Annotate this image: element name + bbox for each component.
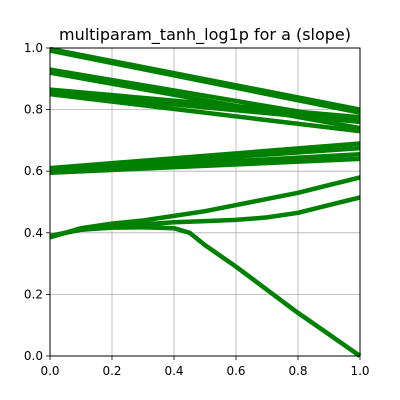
plot-frame [49,47,361,357]
x-tick-label: 0.2 [102,364,121,378]
x-tick-label: 0.0 [40,364,59,378]
series-line-9 [49,145,361,172]
series-line-6 [49,90,361,125]
series-line-14 [49,225,362,358]
series-line-12 [49,175,361,240]
chart-title: multiparam_tanh_log1p for a (slope) [59,25,351,45]
series-line-7 [49,91,361,134]
series-group [49,46,362,358]
series-line-5 [49,87,361,120]
y-tick-label: 0.6 [24,164,43,178]
x-tick-label: 1.0 [350,364,369,378]
y-tick-label: 1.0 [24,41,43,55]
x-tick-label: 0.6 [226,364,245,378]
x-tick-label: 0.4 [164,364,183,378]
series-line-11 [49,156,361,175]
x-tick-label: 0.8 [288,364,307,378]
y-tick-label: 0.4 [24,226,43,240]
ticks: 0.0 0.2 0.4 0.6 0.8 1.0 0.0 0.2 0.4 0.6 0.8 1.0 [24,41,370,378]
y-tick-label: 0.8 [24,103,43,117]
y-tick-label: 0.0 [24,349,43,363]
series-line-2 [49,48,361,115]
y-tick-label: 0.2 [24,287,43,301]
